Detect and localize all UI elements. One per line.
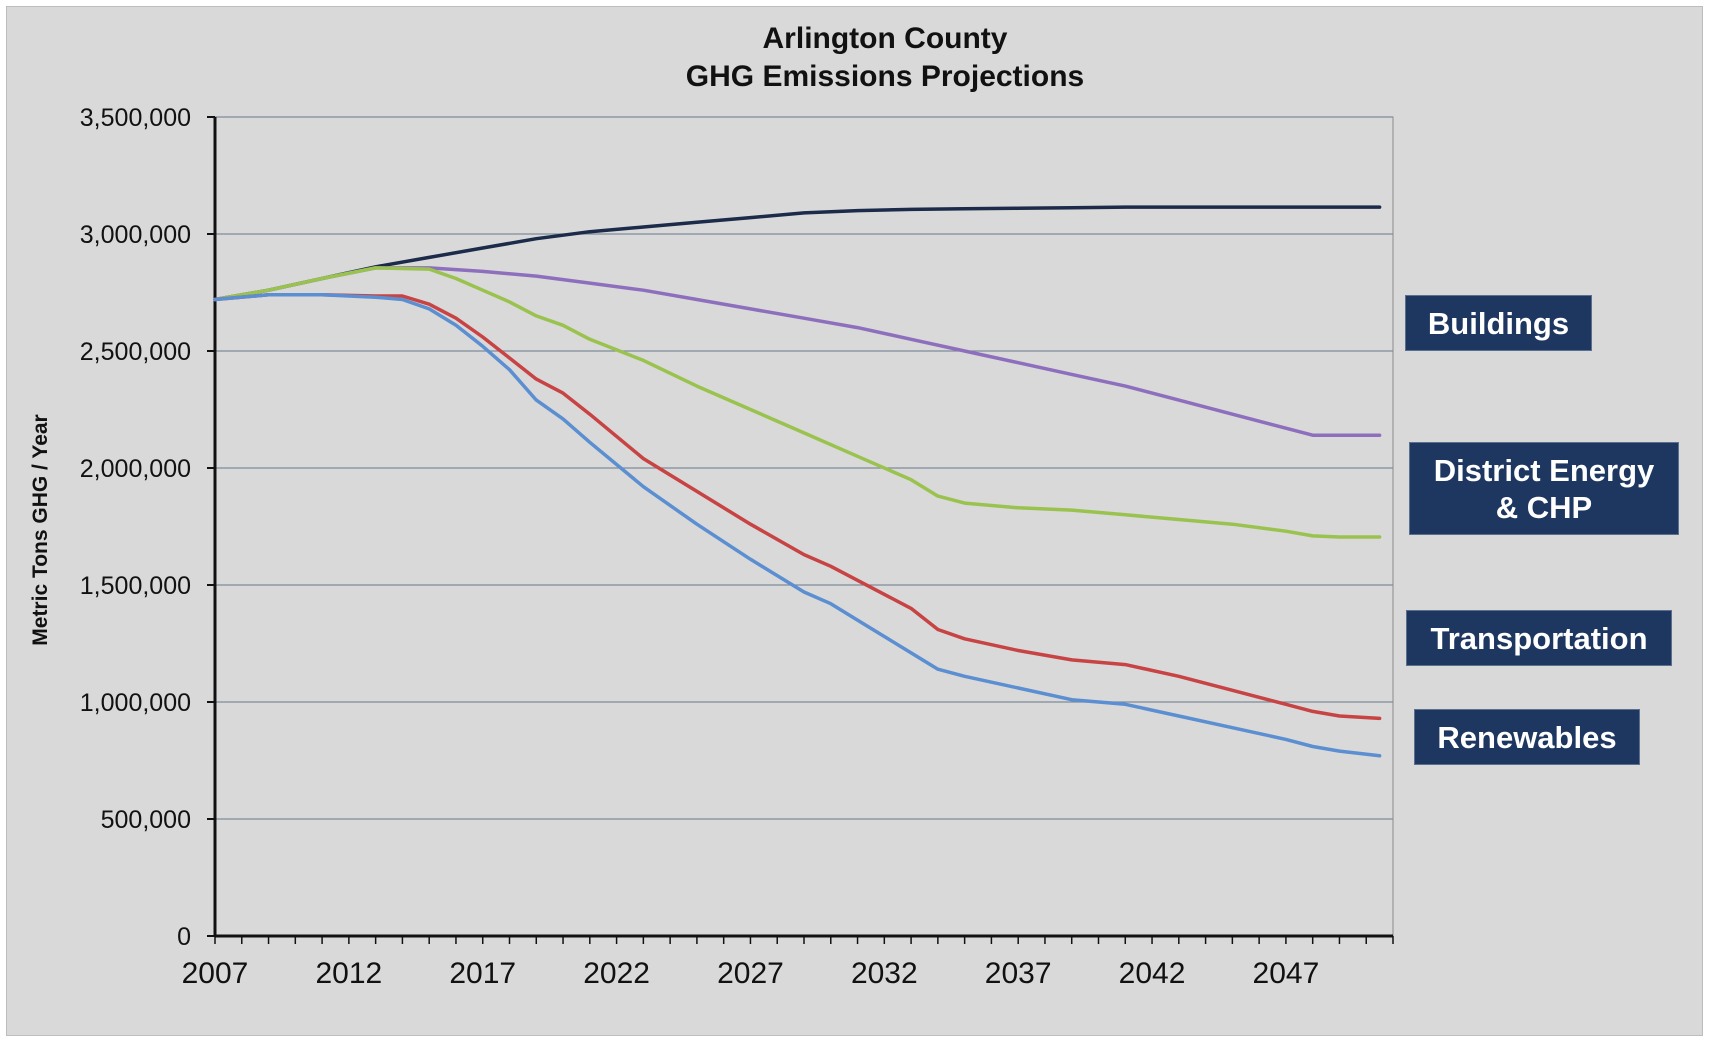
x-tick-label: 2017 [449, 957, 516, 990]
annotation-buildings: Buildings [1405, 295, 1592, 351]
x-tick-label: 2022 [583, 957, 650, 990]
chart-title: Arlington County [763, 22, 1008, 55]
annotation-district-energy: District Energy & CHP [1409, 442, 1679, 535]
x-tick-label: 2012 [315, 957, 382, 990]
plot-area [214, 116, 1394, 937]
series-layer [213, 205, 1382, 758]
series-line-0 [213, 205, 1382, 302]
axis-layer: 0 500,000 1,000,000 1,500,000 2,000,000 2,500… [80, 104, 1394, 990]
series-line-2 [213, 266, 1382, 539]
y-tick-label: 3,500,000 [80, 104, 191, 132]
x-tick-label: 2007 [182, 957, 249, 990]
x-tick-label: 2032 [851, 957, 918, 990]
y-tick-label: 2,500,000 [80, 338, 191, 366]
annotation-renewables: Renewables [1414, 709, 1640, 765]
y-tick-label: 500,000 [101, 806, 191, 834]
y-tick-label: 0 [177, 923, 191, 951]
y-tick-label: 2,000,000 [80, 455, 191, 483]
grid-layer [214, 116, 1394, 937]
x-tick-label: 2047 [1253, 957, 1320, 990]
y-tick-label: 3,000,000 [80, 221, 191, 249]
y-tick-label: 1,500,000 [80, 572, 191, 600]
series-line-3 [213, 293, 1382, 721]
chart-subtitle: GHG Emissions Projections [686, 60, 1084, 93]
annotation-transportation: Transportation [1406, 610, 1672, 666]
x-tick-label: 2037 [985, 957, 1052, 990]
y-tick-label: 1,000,000 [80, 689, 191, 717]
x-tick-label: 2042 [1119, 957, 1186, 990]
x-tick-label: 2027 [717, 957, 784, 990]
y-axis-label: Metric Tons GHG / Year [29, 414, 52, 645]
series-line-4 [213, 293, 1382, 758]
